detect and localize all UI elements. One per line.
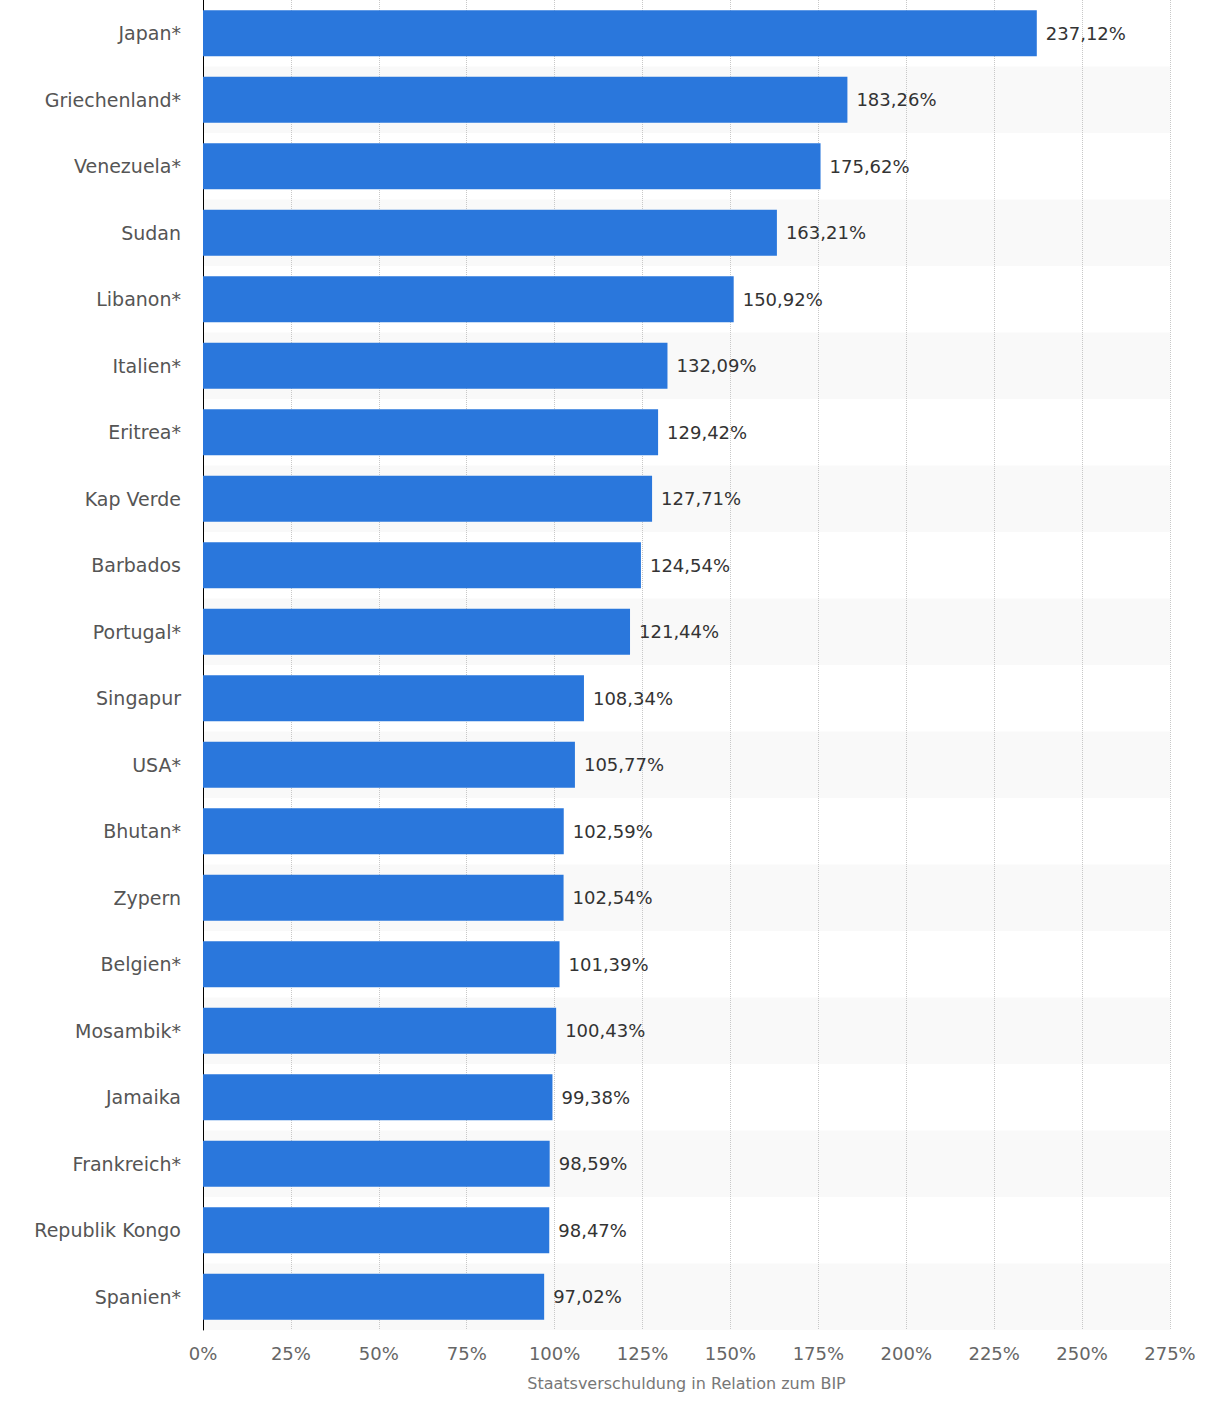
svg-text:108,34%: 108,34% (593, 688, 673, 709)
svg-text:75%: 75% (447, 1343, 487, 1364)
svg-text:121,44%: 121,44% (639, 621, 719, 642)
svg-text:25%: 25% (271, 1343, 311, 1364)
svg-text:Italien*: Italien* (113, 355, 182, 377)
svg-text:Jamaika: Jamaika (105, 1086, 181, 1108)
svg-text:Libanon*: Libanon* (96, 288, 181, 310)
svg-text:Belgien*: Belgien* (100, 953, 181, 975)
svg-text:175,62%: 175,62% (830, 156, 910, 177)
svg-text:0%: 0% (189, 1343, 218, 1364)
svg-text:Frankreich*: Frankreich* (73, 1153, 181, 1175)
svg-text:98,47%: 98,47% (558, 1220, 627, 1241)
svg-text:127,71%: 127,71% (661, 488, 741, 509)
svg-text:Spanien*: Spanien* (95, 1286, 181, 1308)
svg-text:Singapur: Singapur (96, 687, 181, 709)
svg-text:97,02%: 97,02% (553, 1286, 622, 1307)
svg-text:102,54%: 102,54% (573, 887, 653, 908)
svg-text:200%: 200% (881, 1343, 932, 1364)
svg-text:Mosambik*: Mosambik* (75, 1020, 181, 1042)
svg-text:101,39%: 101,39% (569, 954, 649, 975)
svg-text:150,92%: 150,92% (743, 289, 823, 310)
svg-text:125%: 125% (617, 1343, 668, 1364)
svg-text:Eritrea*: Eritrea* (108, 421, 181, 443)
svg-text:124,54%: 124,54% (650, 555, 730, 576)
svg-text:Portugal*: Portugal* (93, 621, 181, 643)
svg-text:132,09%: 132,09% (676, 355, 756, 376)
svg-text:Republik Kongo: Republik Kongo (34, 1219, 181, 1241)
svg-text:50%: 50% (359, 1343, 399, 1364)
svg-text:250%: 250% (1056, 1343, 1107, 1364)
svg-text:163,21%: 163,21% (786, 222, 866, 243)
svg-text:237,12%: 237,12% (1046, 23, 1126, 44)
svg-text:105,77%: 105,77% (584, 754, 664, 775)
svg-text:99,38%: 99,38% (561, 1087, 630, 1108)
svg-text:Barbados: Barbados (91, 554, 181, 576)
svg-text:USA*: USA* (132, 754, 181, 776)
svg-text:Kap Verde: Kap Verde (85, 488, 181, 510)
svg-text:Bhutan*: Bhutan* (103, 820, 181, 842)
svg-text:100,43%: 100,43% (565, 1020, 645, 1041)
svg-text:Zypern: Zypern (113, 887, 181, 909)
svg-text:183,26%: 183,26% (856, 89, 936, 110)
svg-text:100%: 100% (529, 1343, 580, 1364)
svg-text:102,59%: 102,59% (573, 821, 653, 842)
svg-text:175%: 175% (793, 1343, 844, 1364)
svg-text:150%: 150% (705, 1343, 756, 1364)
svg-text:Staatsverschuldung in Relation: Staatsverschuldung in Relation zum BIP (527, 1374, 846, 1393)
svg-text:Venezuela*: Venezuela* (74, 155, 181, 177)
svg-text:129,42%: 129,42% (667, 422, 747, 443)
svg-text:Japan*: Japan* (118, 22, 182, 44)
svg-text:98,59%: 98,59% (559, 1153, 628, 1174)
svg-text:Griechenland*: Griechenland* (45, 89, 181, 111)
svg-text:275%: 275% (1144, 1343, 1195, 1364)
svg-text:Sudan: Sudan (121, 222, 181, 244)
svg-text:225%: 225% (968, 1343, 1019, 1364)
